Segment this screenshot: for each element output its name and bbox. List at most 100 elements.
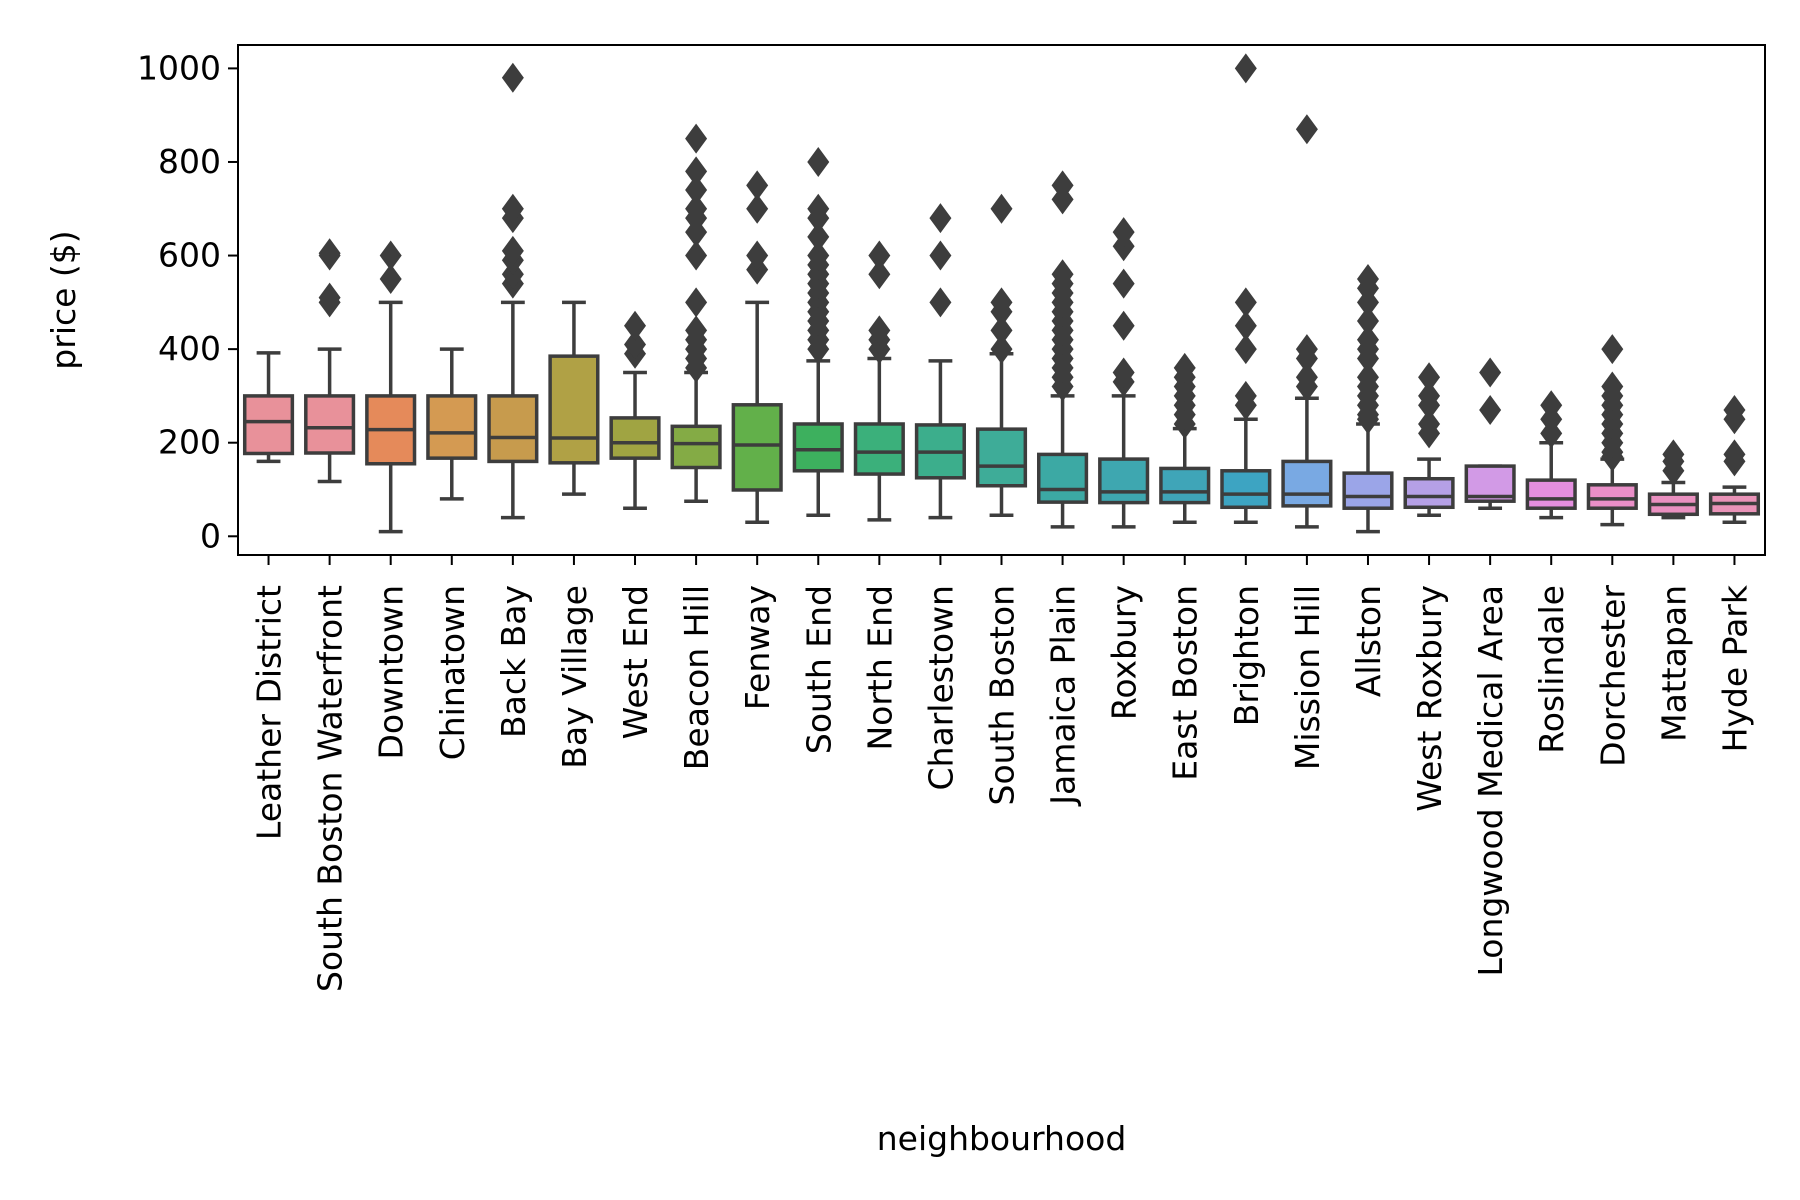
- y-tick-label: 0: [200, 516, 221, 555]
- box-east-boston: [1159, 352, 1211, 524]
- outlier-point: [807, 193, 830, 224]
- y-tick-label: 200: [158, 423, 221, 462]
- x-tick-label: South Boston Waterfront: [311, 585, 350, 992]
- outlier-point: [1112, 268, 1135, 299]
- box-chinatown: [426, 347, 478, 501]
- outlier-point: [868, 240, 891, 271]
- y-tick-label: 400: [158, 329, 221, 368]
- outlier-point: [685, 175, 708, 206]
- box-roxbury: [1098, 217, 1150, 529]
- outlier-point: [1234, 334, 1257, 365]
- outlier-point: [990, 193, 1013, 224]
- iqr-box: [1281, 459, 1333, 508]
- x-tick-label: East Boston: [1166, 585, 1205, 781]
- box-dorchester: [1586, 334, 1638, 527]
- outlier-point: [685, 315, 708, 346]
- x-tick-label: Mission Hill: [1288, 585, 1327, 770]
- outlier-point: [1234, 380, 1257, 411]
- x-tick-label: North End: [860, 585, 899, 751]
- iqr-box: [242, 394, 295, 456]
- iqr-box: [1159, 466, 1211, 505]
- x-tick-label: Mattapan: [1654, 585, 1693, 742]
- box-brighton: [1220, 53, 1272, 524]
- x-tick-label: Roslindale: [1532, 585, 1571, 754]
- outlier-point: [1723, 439, 1746, 470]
- x-tick-label: South End: [799, 585, 838, 754]
- outlier-point: [379, 240, 402, 271]
- outlier-point: [1112, 217, 1135, 248]
- x-tick-label: Bay Village: [555, 585, 594, 769]
- box-south-end: [792, 146, 844, 517]
- outlier-point: [1356, 263, 1379, 294]
- outlier-point: [685, 240, 708, 271]
- box-allston: [1342, 263, 1394, 534]
- outlier-point: [685, 123, 708, 154]
- box-longwood-medical-area: [1464, 357, 1516, 510]
- x-tick-label: Jamaica Plain: [1044, 585, 1083, 807]
- x-tick-label: Fenway: [738, 585, 777, 710]
- iqr-box: [1525, 478, 1577, 510]
- x-tick-label: Back Bay: [494, 585, 533, 738]
- y-tick-label: 600: [158, 236, 221, 275]
- outlier-point: [624, 310, 647, 341]
- outlier-point: [685, 156, 708, 187]
- box-jamaica-plain: [1037, 170, 1089, 529]
- iqr-box: [1220, 469, 1272, 510]
- outlier-point: [807, 146, 830, 177]
- outlier-point: [1479, 394, 1502, 425]
- iqr-box: [792, 422, 844, 473]
- iqr-box: [853, 422, 905, 476]
- outlier-point: [929, 287, 952, 318]
- box-south-boston-waterfront: [304, 238, 356, 484]
- box-back-bay: [487, 62, 539, 520]
- outlier-point: [624, 329, 647, 360]
- x-tick-label: Downtown: [372, 585, 411, 760]
- box-beacon-hill: [670, 123, 722, 503]
- box-hyde-park: [1708, 394, 1761, 524]
- box-leather-district: [242, 351, 295, 464]
- outlier-point: [990, 315, 1013, 346]
- outlier-point: [318, 238, 341, 269]
- outlier-point: [868, 259, 891, 290]
- outlier-point: [1234, 310, 1257, 341]
- iqr-box: [731, 403, 783, 492]
- x-tick-label: Beacon Hill: [677, 585, 716, 770]
- outlier-point: [685, 193, 708, 224]
- x-tick-label: Dorchester: [1593, 585, 1632, 767]
- y-tick-label: 1000: [137, 48, 221, 87]
- outlier-point: [1295, 334, 1318, 365]
- outlier-point: [1479, 357, 1502, 388]
- outlier-point: [501, 193, 524, 224]
- iqr-box: [1403, 476, 1455, 510]
- outlier-point: [1418, 362, 1441, 393]
- box-mission-hill: [1281, 114, 1333, 529]
- x-tick-label: Charlestown: [921, 585, 960, 790]
- outlier-point: [746, 170, 769, 201]
- outlier-point: [1112, 357, 1135, 388]
- outlier-point: [1234, 53, 1257, 84]
- outlier-point: [807, 240, 830, 271]
- outlier-point: [1723, 394, 1746, 425]
- iqr-box: [1586, 483, 1638, 510]
- outlier-point: [1662, 439, 1685, 470]
- outlier-point: [501, 235, 524, 266]
- iqr-box: [426, 394, 478, 460]
- iqr-box: [1098, 457, 1150, 505]
- x-tick-label: South Boston: [983, 585, 1022, 805]
- outlier-point: [746, 193, 769, 224]
- box-west-end: [609, 310, 661, 510]
- outlier-point: [1356, 324, 1379, 355]
- box-mattapan: [1647, 439, 1699, 520]
- outlier-point: [1418, 408, 1441, 439]
- y-axis: 0 200 400 600 800 1000: [137, 48, 238, 555]
- outlier-point: [1601, 334, 1624, 365]
- box-roslindale: [1525, 390, 1577, 520]
- outlier-point: [1051, 259, 1074, 290]
- outlier-point: [1173, 352, 1196, 383]
- box-north-end: [853, 240, 905, 522]
- iqr-box: [1342, 471, 1394, 510]
- outlier-point: [379, 263, 402, 294]
- box-downtown: [365, 240, 417, 534]
- outlier-point: [1295, 362, 1318, 393]
